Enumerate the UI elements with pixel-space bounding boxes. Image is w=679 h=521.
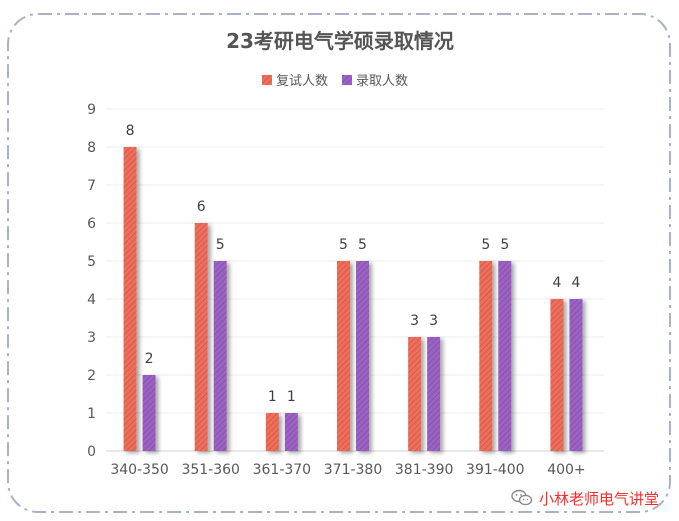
data-label: 8 — [126, 123, 135, 139]
x-tick-label: 381-390 — [395, 462, 454, 478]
legend-swatch-series-1 — [262, 75, 272, 85]
data-label: 6 — [197, 199, 206, 215]
data-label: 5 — [358, 237, 367, 253]
data-label: 5 — [500, 237, 509, 253]
bar-series-1 — [265, 413, 279, 451]
watermark: 小林老师电气讲堂 — [511, 487, 659, 509]
legend-label-series-1: 复试人数 — [276, 74, 328, 89]
legend-swatch-series-2 — [342, 75, 352, 85]
wechat-icon — [511, 487, 533, 509]
bar-series-2 — [213, 261, 227, 451]
y-tick-label: 0 — [87, 444, 96, 460]
y-tick-label: 6 — [87, 216, 96, 232]
data-label: 4 — [571, 275, 580, 291]
bars — [123, 147, 583, 451]
legend: 复试人数 录取人数 — [262, 74, 408, 89]
bar-series-1 — [408, 337, 422, 451]
data-label: 5 — [481, 237, 490, 253]
data-label: 5 — [216, 237, 225, 253]
y-tick-label: 8 — [87, 140, 96, 156]
bar-series-2 — [356, 261, 369, 451]
data-label: 2 — [145, 351, 154, 367]
bar-series-2 — [284, 413, 298, 451]
x-tick-label: 361-370 — [253, 462, 312, 478]
x-tick-label: 340-350 — [110, 462, 169, 478]
y-axis: 0 1 2 3 4 5 6 7 8 9 — [87, 102, 96, 460]
bar-series-1 — [479, 261, 493, 451]
y-tick-label: 5 — [87, 254, 96, 270]
x-tick-label: 400+ — [547, 462, 585, 478]
y-tick-label: 4 — [87, 292, 96, 308]
chart-title: 23考研电气学硕录取情况 — [226, 29, 454, 53]
x-tick-label: 351-360 — [181, 462, 240, 478]
bar-series-1 — [123, 147, 137, 451]
y-tick-label: 9 — [87, 102, 96, 118]
watermark-text: 小林老师电气讲堂 — [538, 489, 659, 508]
y-tick-label: 1 — [87, 406, 96, 422]
chart-frame — [7, 13, 671, 513]
bar-series-1 — [550, 299, 564, 451]
legend-label-series-2: 录取人数 — [356, 74, 408, 89]
x-tick-label: 391-400 — [466, 462, 525, 478]
data-label: 1 — [268, 389, 277, 405]
data-label: 5 — [339, 237, 348, 253]
bar-series-2 — [142, 375, 156, 451]
gridlines — [106, 108, 604, 452]
bar-series-1 — [337, 261, 350, 451]
x-tick-label: 371-380 — [324, 462, 383, 478]
data-label: 3 — [410, 313, 419, 329]
data-label: 3 — [429, 313, 438, 329]
bar-series-2 — [427, 337, 441, 451]
x-axis: 340-350 351-360 361-370 371-380 381-390 391-4… — [110, 462, 585, 478]
y-tick-label: 7 — [87, 178, 96, 194]
bar-series-2 — [498, 261, 512, 451]
y-tick-label: 3 — [87, 330, 96, 346]
data-label: 4 — [552, 275, 561, 291]
bar-series-2 — [569, 299, 583, 451]
y-tick-label: 2 — [87, 368, 96, 384]
data-label: 1 — [287, 389, 296, 405]
bar-series-1 — [194, 223, 208, 451]
